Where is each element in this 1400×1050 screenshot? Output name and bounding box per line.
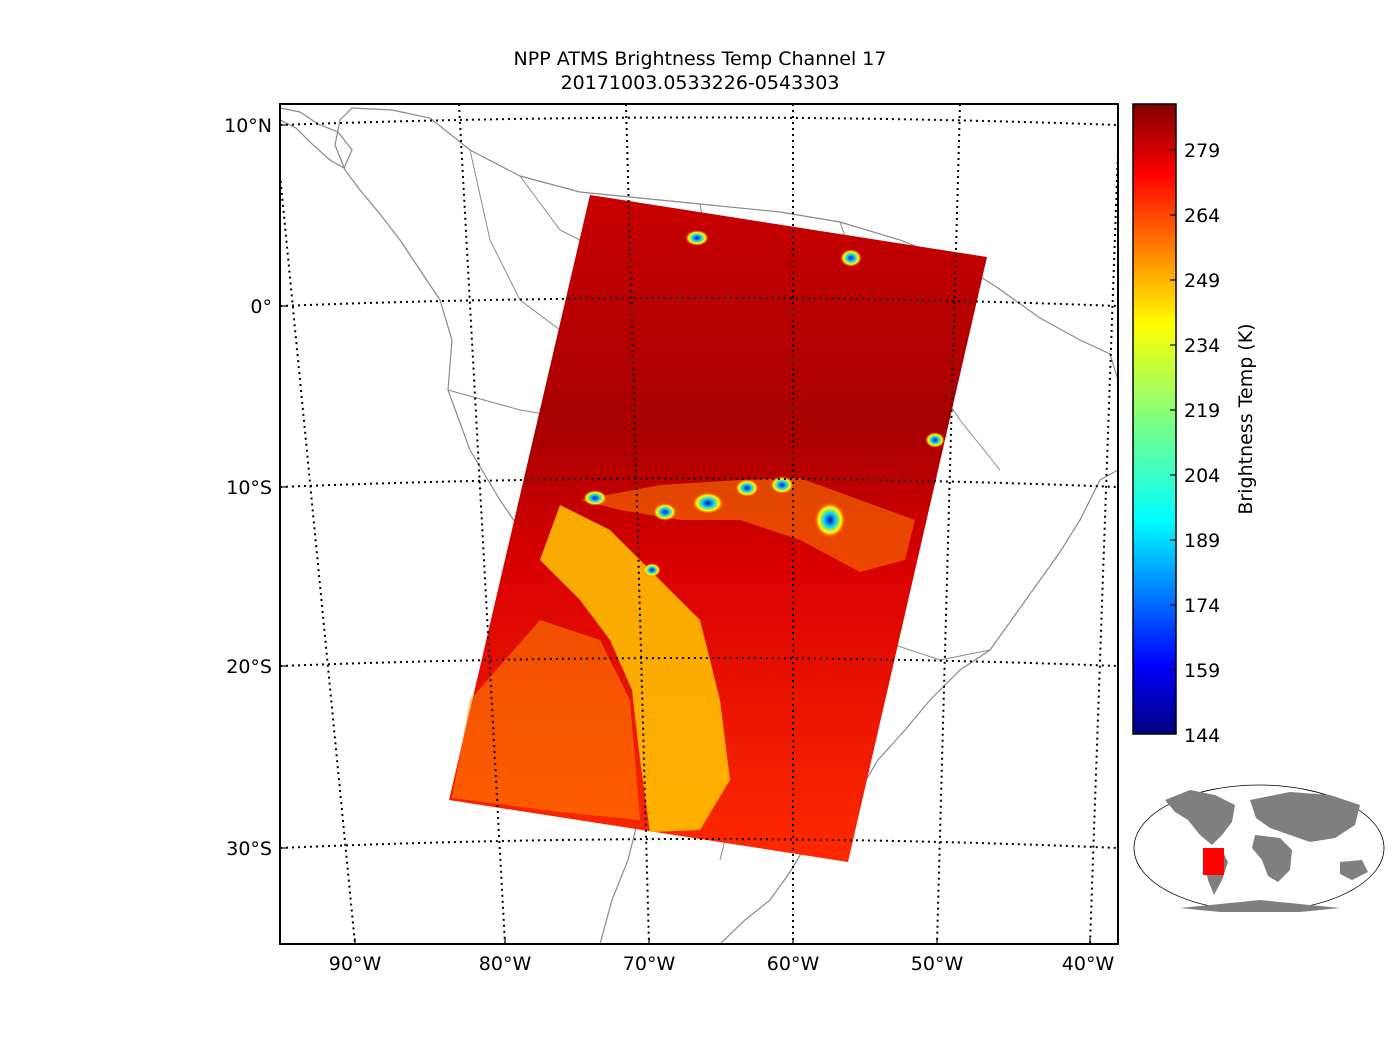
lon-label-90w: 90°W bbox=[329, 953, 382, 975]
colorbar-tick-label: 279 bbox=[1184, 140, 1220, 162]
warm-plume-southwest bbox=[452, 620, 640, 820]
lon-label-80w: 80°W bbox=[479, 953, 532, 975]
colorbar-label: Brightness Temp (K) bbox=[1235, 323, 1257, 514]
lat-label-20s: 20°S bbox=[226, 656, 272, 678]
lon-label-60w: 60°W bbox=[767, 953, 820, 975]
colorbar-ticks bbox=[1170, 149, 1176, 671]
colorbar-tick-label: 234 bbox=[1184, 335, 1220, 357]
cold-cloud-tops bbox=[583, 230, 945, 577]
lat-label-10n: 10°N bbox=[224, 115, 272, 137]
lon-label-40w: 40°W bbox=[1062, 953, 1115, 975]
lat-label-30s: 30°S bbox=[226, 838, 272, 860]
axis-ticks bbox=[280, 124, 1091, 944]
colorbar-tick-label: 264 bbox=[1184, 205, 1220, 227]
graticule bbox=[280, 104, 1118, 944]
cold-band-yellow-andes bbox=[540, 505, 730, 832]
colorbar bbox=[1132, 103, 1177, 735]
lon-label-70w: 70°W bbox=[623, 953, 676, 975]
colorbar-tick-label: 159 bbox=[1184, 660, 1220, 682]
lat-label-0: 0° bbox=[250, 296, 272, 318]
map-frame bbox=[279, 103, 1119, 945]
colorbar-tick-label: 204 bbox=[1184, 465, 1220, 487]
central-america-outline bbox=[280, 107, 353, 169]
map-subtitle: 20171003.0533226-0543303 bbox=[560, 72, 840, 94]
convective-band bbox=[580, 478, 915, 572]
lat-label-10s: 10°S bbox=[226, 477, 272, 499]
map-title: NPP ATMS Brightness Temp Channel 17 bbox=[513, 48, 887, 70]
inset-world-map bbox=[1133, 784, 1385, 912]
inset-swath-marker bbox=[1203, 848, 1224, 875]
colorbar-tick-label: 144 bbox=[1184, 725, 1220, 747]
colorbar-tick-label: 189 bbox=[1184, 530, 1220, 552]
map-area bbox=[280, 104, 1118, 944]
colorbar-tick-label: 219 bbox=[1184, 400, 1220, 422]
lon-label-50w: 50°W bbox=[911, 953, 964, 975]
colorbar-tick-label: 249 bbox=[1184, 270, 1220, 292]
colorbar-tick-label: 174 bbox=[1184, 595, 1220, 617]
